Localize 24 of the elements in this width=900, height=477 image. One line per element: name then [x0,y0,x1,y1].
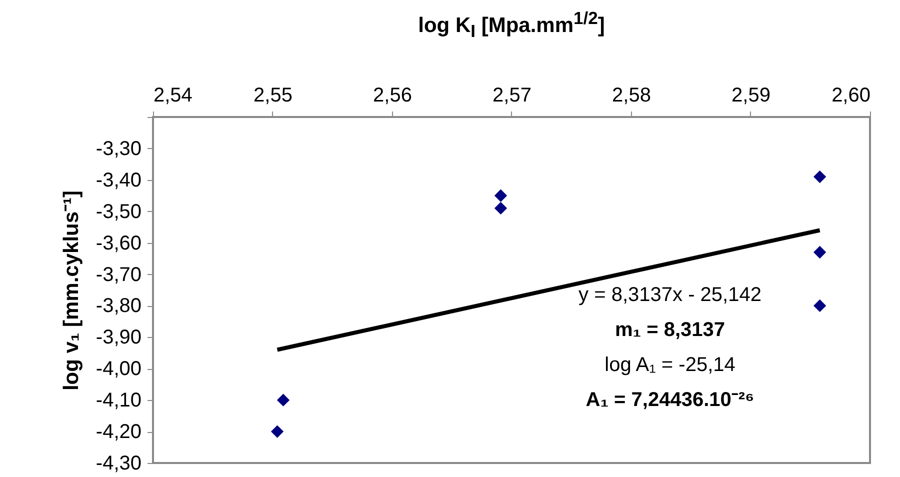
y-tick-label: -3,40 [96,169,142,192]
x-tick-label: 2,60 [832,84,870,106]
x-tick-label: 2,59 [732,84,770,106]
x-axis-title: log K$_{I}$ [Mpa.mm$^{1/2}$] [417,8,606,42]
annotation: log A₁ = -25,14 [604,354,736,376]
y-tick-label: -3,30 [96,138,142,160]
x-tick-label: 2,57 [492,84,532,106]
y-tick-label: -3,50 [96,200,142,223]
y-tick-label: -4,00 [96,358,142,380]
y-tick-label: -3,60 [96,232,142,254]
x-tick-label: 2,54 [154,84,192,106]
y-tick-label: -4,20 [96,421,142,444]
y-tick-label: -3,90 [96,326,142,349]
y-axis-title: log v₁ [mm.cyklus⁻¹] [60,190,83,391]
y-tick-label: -4,30 [96,452,142,474]
y-tick-label: -3,70 [96,264,142,286]
y-tick-label: -4,10 [96,390,142,412]
x-tick-label: 2,56 [373,84,412,106]
annotation: A₁ = 7,24436.10⁻²⁶ [586,389,754,411]
x-tick-label: 2,58 [612,84,651,106]
annotation: y = 8,3137x - 25,142 [578,284,762,306]
y-tick-label: -3,80 [96,295,142,318]
x-tick-label: 2,55 [254,84,292,106]
annotation: m₁ = 8,3137 [614,319,726,341]
